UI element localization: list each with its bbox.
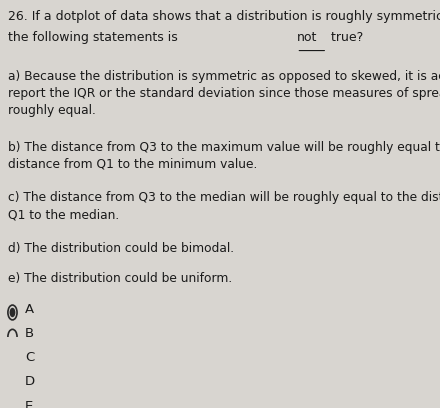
Text: b) The distance from Q3 to the maximum value will be roughly equal to the
distan: b) The distance from Q3 to the maximum v…: [8, 141, 440, 171]
Text: d) The distribution could be bimodal.: d) The distribution could be bimodal.: [8, 242, 235, 255]
Text: c) The distance from Q3 to the median will be roughly equal to the distance from: c) The distance from Q3 to the median wi…: [8, 191, 440, 221]
Text: e) The distribution could be uniform.: e) The distribution could be uniform.: [8, 272, 233, 285]
Text: D: D: [25, 375, 35, 388]
Text: B: B: [25, 327, 34, 340]
Text: A: A: [25, 303, 34, 316]
Text: C: C: [25, 351, 34, 364]
Circle shape: [10, 308, 15, 317]
Text: the following statements is: the following statements is: [8, 31, 182, 44]
Text: not: not: [297, 31, 317, 44]
Text: a) Because the distribution is symmetric as opposed to skewed, it is acceptable : a) Because the distribution is symmetric…: [8, 70, 440, 117]
Text: true?: true?: [327, 31, 363, 44]
Text: E: E: [25, 400, 33, 408]
Text: 26. If a dotplot of data shows that a distribution is roughly symmetric, which o: 26. If a dotplot of data shows that a di…: [8, 10, 440, 23]
